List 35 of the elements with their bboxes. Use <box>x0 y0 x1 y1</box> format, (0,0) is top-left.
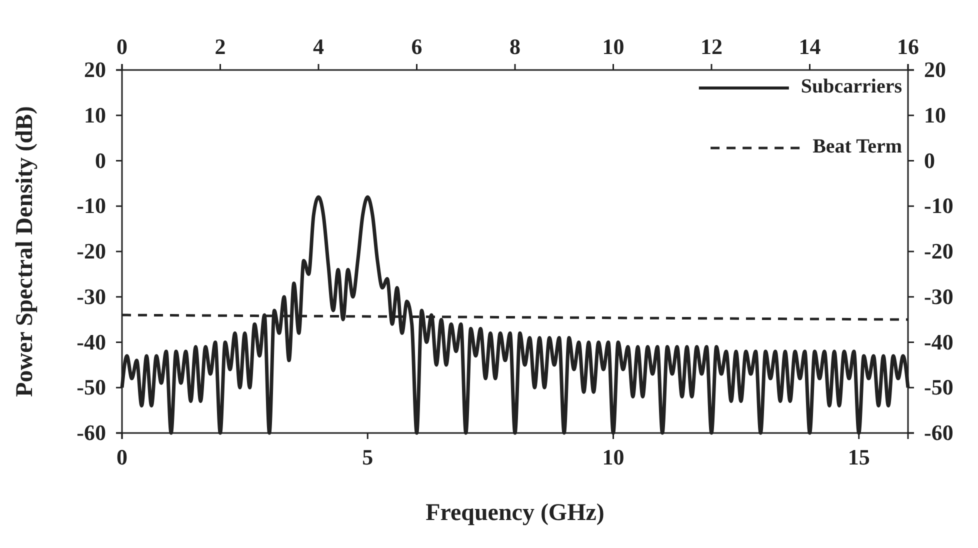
x2-tick-label: 6 <box>411 34 422 59</box>
y-tick-label: 0 <box>95 148 106 173</box>
y-tick-label: 20 <box>84 57 106 82</box>
x2-tick-label: 4 <box>313 34 324 59</box>
y2-tick-label: -40 <box>924 329 954 354</box>
y-tick-label: -60 <box>76 420 106 446</box>
y-tick-label: -40 <box>76 329 106 354</box>
y-tick-label: -10 <box>76 193 106 218</box>
x2-tick-label: 14 <box>798 34 821 59</box>
x-tick-label: 5 <box>362 444 374 470</box>
y-tick-label: -30 <box>76 284 106 309</box>
y2-tick-label: -30 <box>924 284 954 309</box>
y2-tick-label: 0 <box>924 148 935 173</box>
y2-tick-label: -50 <box>924 374 954 400</box>
x2-tick-label: 0 <box>116 34 128 59</box>
y-tick-label: 10 <box>84 102 106 128</box>
y2-tick-label: 10 <box>924 102 946 128</box>
y2-tick-label: -10 <box>924 193 954 218</box>
x-axis-title: Frequency (GHz) <box>426 500 604 526</box>
y2-tick-label: 20 <box>924 57 946 82</box>
y-tick-label: -20 <box>76 238 106 264</box>
x2-tick-label: 2 <box>214 34 226 59</box>
x-tick-label: 15 <box>848 444 870 470</box>
legend-label: Beat Term <box>812 136 902 158</box>
y-tick-label: -50 <box>76 374 106 400</box>
x2-tick-label: 10 <box>602 34 624 59</box>
y-axis-title: Power Spectral Density (dB) <box>12 106 38 397</box>
x2-tick-label: 8 <box>510 34 520 59</box>
x-tick-label: 0 <box>116 444 128 470</box>
y2-tick-label: -20 <box>924 238 954 264</box>
x2-tick-label: 12 <box>700 34 722 59</box>
x-tick-label: 10 <box>602 444 624 470</box>
x2-tick-label: 16 <box>897 34 919 59</box>
legend-label: Subcarriers <box>800 76 902 98</box>
y2-tick-label: -60 <box>924 420 954 446</box>
